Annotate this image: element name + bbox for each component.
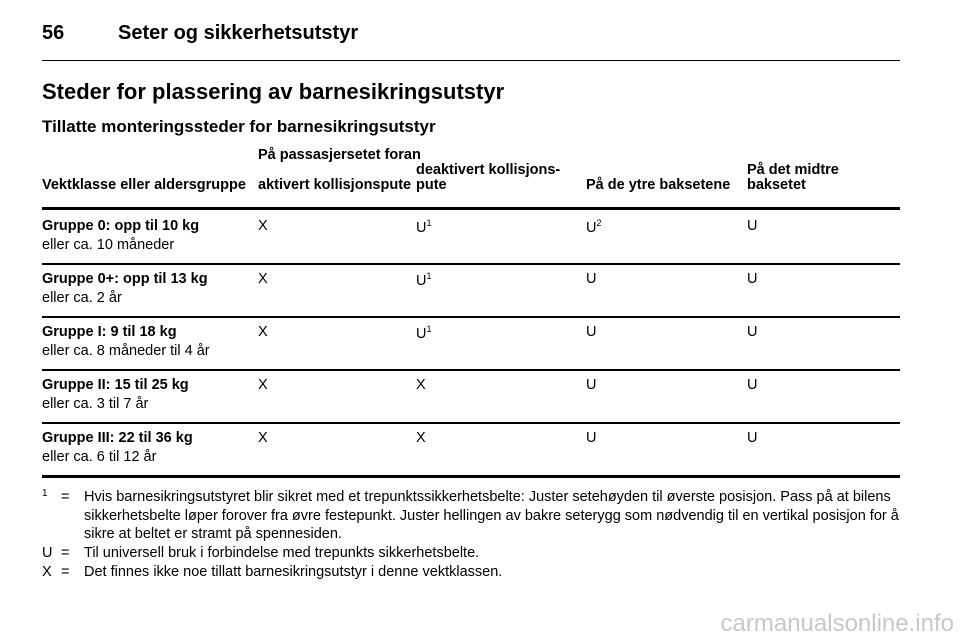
cell: U1 [416,271,432,289]
header-rule [42,60,900,61]
cell: U [747,430,758,446]
note-key: X [42,564,52,580]
table-rule [42,475,900,478]
footnote-ref: 1 [426,324,432,334]
footnote-ref: 1 [426,218,432,228]
cell: U [747,271,758,287]
group-title: Gruppe 0: opp til 10 kg [42,218,200,234]
column-header: aktivert kollisjonspute [258,177,412,193]
cell: U2 [586,218,602,236]
cell: U1 [416,218,432,236]
row-rule [42,263,900,265]
note-sep: = [61,545,70,561]
cell: X [416,430,426,446]
cell: U [747,377,758,393]
column-header: Vektklasse eller aldersgruppe [42,177,246,193]
group-title: Gruppe 0+: opp til 13 kg [42,271,208,287]
group-title: Gruppe I: 9 til 18 kg [42,324,177,340]
cell: X [258,430,268,446]
group-detail: eller ca. 3 til 7 år [42,396,149,412]
row-rule [42,369,900,371]
group-detail: eller ca. 10 måneder [42,237,175,253]
cell: X [258,324,268,340]
note-sep: = [61,489,70,505]
cell: U [747,218,758,234]
group-header: På passasjersetet foran [258,147,421,163]
watermark: carmanualsonline.info [720,610,954,637]
section-subtitle: Tillatte monteringssteder for barnesikri… [42,117,436,136]
cell: U [586,271,597,287]
row-rule [42,316,900,318]
cell: X [258,377,268,393]
note-key: 1 [42,488,48,499]
column-header: deaktivert kollisjons-pute [416,162,561,193]
column-header: På de ytre baksetene [586,177,731,193]
group-detail: eller ca. 8 måneder til 4 år [42,343,210,359]
footnote-ref: 1 [426,271,432,281]
note-text: Hvis barnesikringsutstyret blir sikret m… [84,489,899,542]
table-rule [42,207,900,210]
group-title: Gruppe III: 22 til 36 kg [42,430,193,446]
group-detail: eller ca. 2 år [42,290,122,306]
cell: U [586,377,597,393]
note-sep: = [61,564,70,580]
header-title: Seter og sikkerhetsutstyr [118,22,359,44]
note-text: Det finnes ikke noe tillatt barnesikring… [84,564,503,580]
footnote-ref: 2 [596,218,602,228]
cell: U [586,430,597,446]
cell: U1 [416,324,432,342]
cell: U [747,324,758,340]
group-detail: eller ca. 6 til 12 år [42,449,157,465]
cell: X [258,218,268,234]
section-title: Steder for plassering av barnesikringsut… [42,79,505,104]
column-header: På det midtre baksetet [747,162,839,193]
group-title: Gruppe II: 15 til 25 kg [42,377,189,393]
note-key: U [42,545,53,561]
cell: X [416,377,426,393]
page-number: 56 [42,22,65,44]
cell: U [586,324,597,340]
note-text: Til universell bruk i forbindelse med tr… [84,545,480,561]
row-rule [42,422,900,424]
cell: X [258,271,268,287]
